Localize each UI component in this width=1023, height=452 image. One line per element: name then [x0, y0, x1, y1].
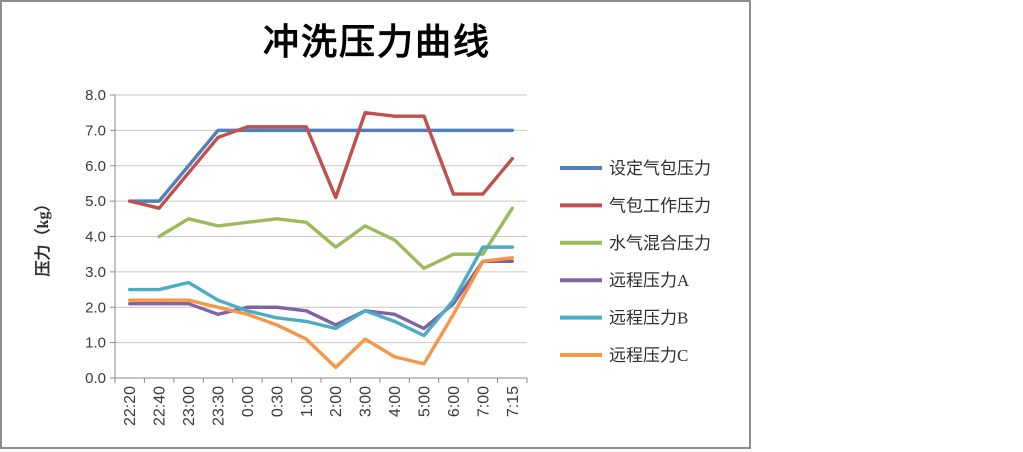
legend-label-2: 水气混合压力 — [609, 234, 711, 253]
y-tick-label: 7.0 — [85, 122, 106, 139]
series-line-1 — [128, 110, 514, 210]
x-tick-label: 7:00 — [475, 386, 492, 417]
x-tick-label: 6:00 — [446, 386, 463, 417]
x-tick-label: 4:00 — [387, 386, 404, 417]
y-tick-label: 1.0 — [85, 335, 106, 352]
legend-label-1: 气包工作压力 — [609, 196, 711, 215]
x-tick-label: 22:20 — [122, 386, 139, 426]
x-tick-label: 23:00 — [181, 386, 198, 426]
y-tick-label: 5.0 — [85, 193, 106, 210]
chart-frame: 冲洗压力曲线 压力（kg） 0.0 1.0 2.0 3.0 4.0 5.0 6.0 7.0 8.… — [0, 0, 751, 449]
legend-label-5: 远程压力C — [609, 346, 688, 365]
chart-title: 冲洗压力曲线 — [263, 22, 491, 62]
x-tick-label: 0:00 — [240, 386, 257, 417]
x-tick-label: 22:40 — [152, 386, 169, 426]
chart-svg: 冲洗压力曲线 压力（kg） 0.0 1.0 2.0 3.0 4.0 5.0 6.0 7.0 8.… — [33, 22, 711, 426]
legend-label-3: 远程压力A — [609, 271, 690, 290]
legend-label-0: 设定气包压力 — [609, 159, 711, 178]
legend-label-4: 远程压力B — [609, 309, 688, 328]
series-lines-group — [128, 110, 514, 370]
series-line-2 — [157, 206, 514, 271]
series-line-4 — [128, 245, 514, 338]
y-tick-label: 2.0 — [85, 299, 106, 316]
y-tick-label: 0.0 — [85, 370, 106, 387]
y-tick-label: 4.0 — [85, 229, 106, 246]
gridlines-group — [115, 94, 527, 344]
axis-labels-group: 0.0 1.0 2.0 3.0 4.0 5.0 6.0 7.0 8.0 22:20 22:40 23:… — [85, 87, 522, 426]
series-line-0 — [128, 128, 514, 203]
x-tick-label: 23:30 — [211, 386, 228, 426]
series-line-5 — [128, 256, 514, 370]
x-tick-label: 2:00 — [328, 386, 345, 417]
y-axis-title: 压力（kg） — [33, 196, 52, 277]
y-tick-label: 8.0 — [85, 87, 106, 104]
x-tick-label: 1:00 — [299, 386, 316, 417]
y-tick-label: 6.0 — [85, 158, 106, 175]
axes-group — [110, 94, 528, 383]
x-tick-label: 0:30 — [269, 386, 286, 417]
x-tick-label: 3:00 — [358, 386, 375, 417]
x-tick-label: 7:15 — [505, 386, 522, 417]
x-tick-label: 5:00 — [417, 386, 434, 417]
y-tick-label: 3.0 — [85, 264, 106, 281]
